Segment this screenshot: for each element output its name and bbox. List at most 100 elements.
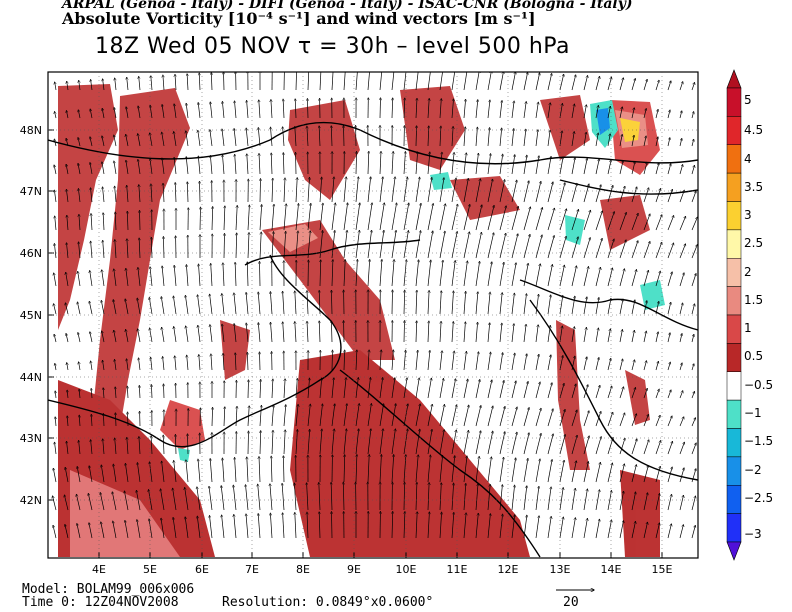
wind-vector (186, 326, 189, 343)
wind-vector (679, 190, 684, 203)
wind-vector (222, 102, 225, 119)
wind-vector (535, 73, 540, 91)
wind-vector (355, 260, 357, 287)
wind-vector (583, 238, 590, 259)
wind-vector (547, 355, 551, 371)
wind-vector (655, 494, 660, 511)
wind-vector (151, 237, 152, 259)
wind-vector (79, 242, 81, 259)
wind-vector (113, 464, 117, 483)
wind-vector (355, 203, 360, 231)
wind-vector (607, 412, 613, 427)
wind-vector (379, 260, 382, 287)
wind-vector (307, 378, 310, 399)
wind-vector (355, 177, 358, 203)
wind-vector (223, 155, 225, 175)
wind-vector (511, 155, 515, 175)
wind-vector (91, 214, 92, 231)
wind-vector (319, 512, 320, 539)
wind-vector (67, 81, 68, 91)
wind-vector (67, 363, 68, 371)
wind-vector (246, 128, 249, 147)
wind-vector (356, 152, 357, 175)
wind-vector (403, 378, 407, 399)
wind-vector (691, 139, 694, 147)
wind-vector (260, 352, 261, 371)
colorbar-label: 1.5 (744, 293, 763, 307)
wind-vector (463, 127, 465, 147)
wind-vector (344, 455, 345, 483)
wind-vector (619, 269, 625, 287)
lon-label: 4E (92, 563, 106, 576)
wind-vector (223, 263, 224, 287)
wind-vector (403, 404, 408, 427)
wind-vector (66, 138, 69, 147)
wind-vector (200, 181, 201, 203)
wind-vector (475, 456, 479, 483)
wind-vector (583, 357, 587, 371)
wind-vector (535, 408, 541, 427)
wind-vector (607, 463, 612, 483)
wind-vector (631, 270, 637, 287)
wind-vector (499, 154, 503, 175)
wind-vector (691, 83, 695, 91)
lon-label: 15E (652, 563, 673, 576)
wind-vector (679, 165, 683, 175)
wind-vector (547, 236, 554, 259)
wind-vector (607, 160, 611, 175)
wind-vector (475, 72, 479, 91)
wind-vector (163, 183, 164, 203)
lon-label: 10E (396, 563, 417, 576)
wind-vector (391, 230, 396, 259)
wind-vector (679, 139, 682, 147)
colorbar-swatch (726, 399, 742, 429)
wind-vector (487, 514, 490, 539)
wind-vector (631, 108, 634, 119)
wind-vector (197, 487, 201, 511)
wind-vector (595, 385, 600, 399)
wind-vector (224, 206, 225, 231)
wind-vector (655, 302, 659, 315)
wind-vector (392, 512, 393, 539)
wind-vector (113, 521, 117, 539)
wind-vector (571, 384, 576, 399)
wind-vector (188, 434, 189, 455)
wind-vector (186, 131, 189, 147)
wind-vector (187, 74, 188, 91)
wind-vector (607, 438, 613, 455)
wind-vector (440, 321, 441, 343)
wind-vector (571, 410, 577, 427)
wind-vector (295, 204, 299, 231)
wind-vector (523, 181, 529, 203)
wind-vector (136, 490, 141, 511)
wind-vector (198, 103, 201, 119)
wind-vector (559, 104, 562, 119)
wind-vector (379, 203, 384, 231)
wind-vector (175, 183, 176, 203)
wind-vector (210, 459, 213, 483)
wind-vector (54, 273, 57, 287)
wind-vector (415, 152, 418, 175)
lat-label: 46N (20, 247, 42, 260)
wind-vector (343, 177, 346, 203)
wind-vector (463, 351, 466, 371)
wind-vector (295, 379, 297, 399)
wind-vector (416, 321, 417, 343)
wind-vector (198, 130, 201, 147)
wind-vector (210, 516, 213, 539)
wind-vector (499, 101, 502, 119)
wind-vector (198, 295, 201, 315)
wind-vector (149, 519, 153, 539)
wind-vector (174, 104, 177, 119)
wind-vector (631, 439, 637, 455)
wind-vector (233, 485, 237, 511)
wind-vector (475, 127, 477, 147)
wind-vector (102, 331, 105, 343)
lon-label: 5E (143, 563, 157, 576)
wind-vector (175, 356, 177, 371)
wind-vector (487, 292, 490, 315)
wind-vector (415, 203, 421, 231)
wind-vector (499, 381, 504, 399)
wind-vector (595, 328, 598, 343)
